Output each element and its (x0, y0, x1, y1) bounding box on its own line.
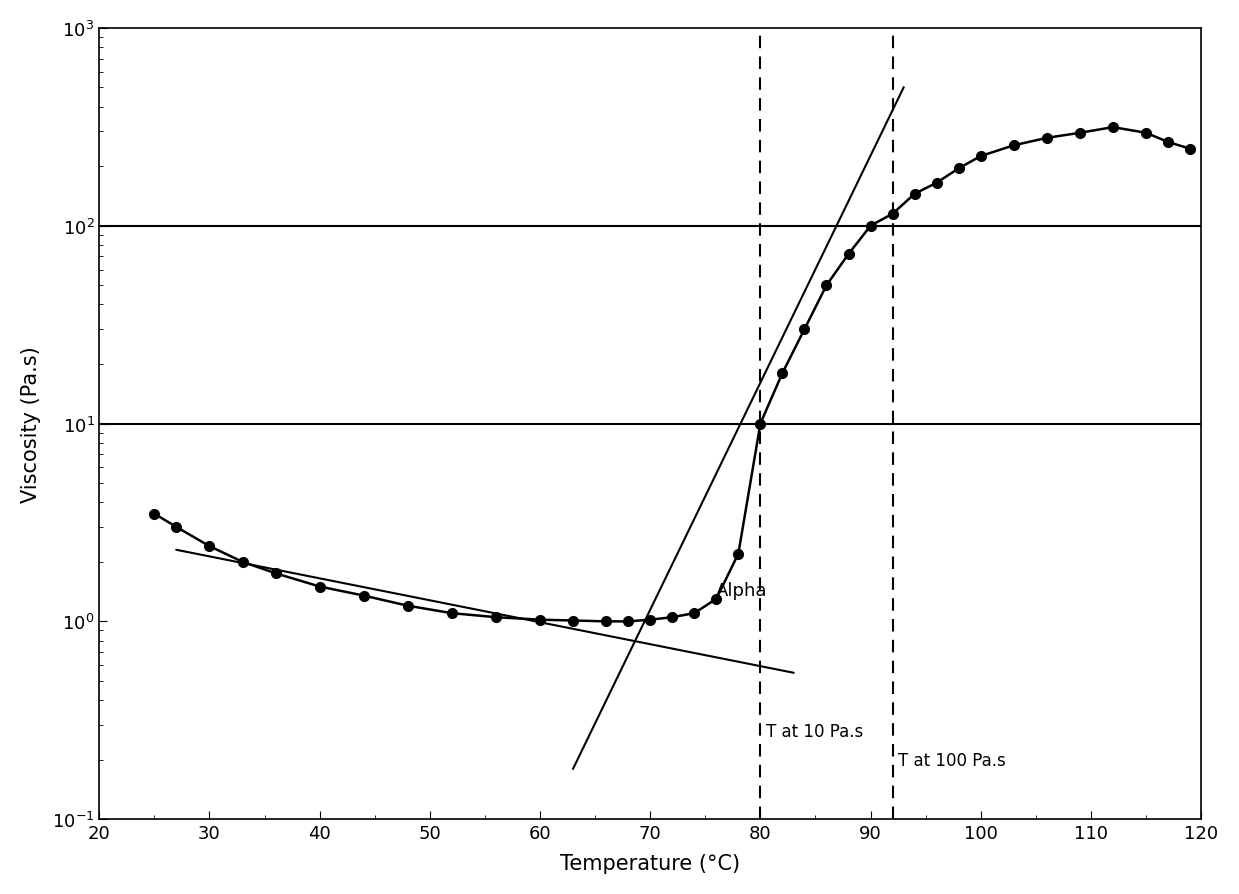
Text: T at 100 Pa.s: T at 100 Pa.s (898, 751, 1006, 769)
Y-axis label: Viscosity (Pa.s): Viscosity (Pa.s) (21, 346, 41, 502)
Text: T at 10 Pa.s: T at 10 Pa.s (766, 722, 864, 740)
Text: Alpha: Alpha (716, 581, 768, 599)
X-axis label: Temperature (°C): Temperature (°C) (560, 853, 740, 873)
